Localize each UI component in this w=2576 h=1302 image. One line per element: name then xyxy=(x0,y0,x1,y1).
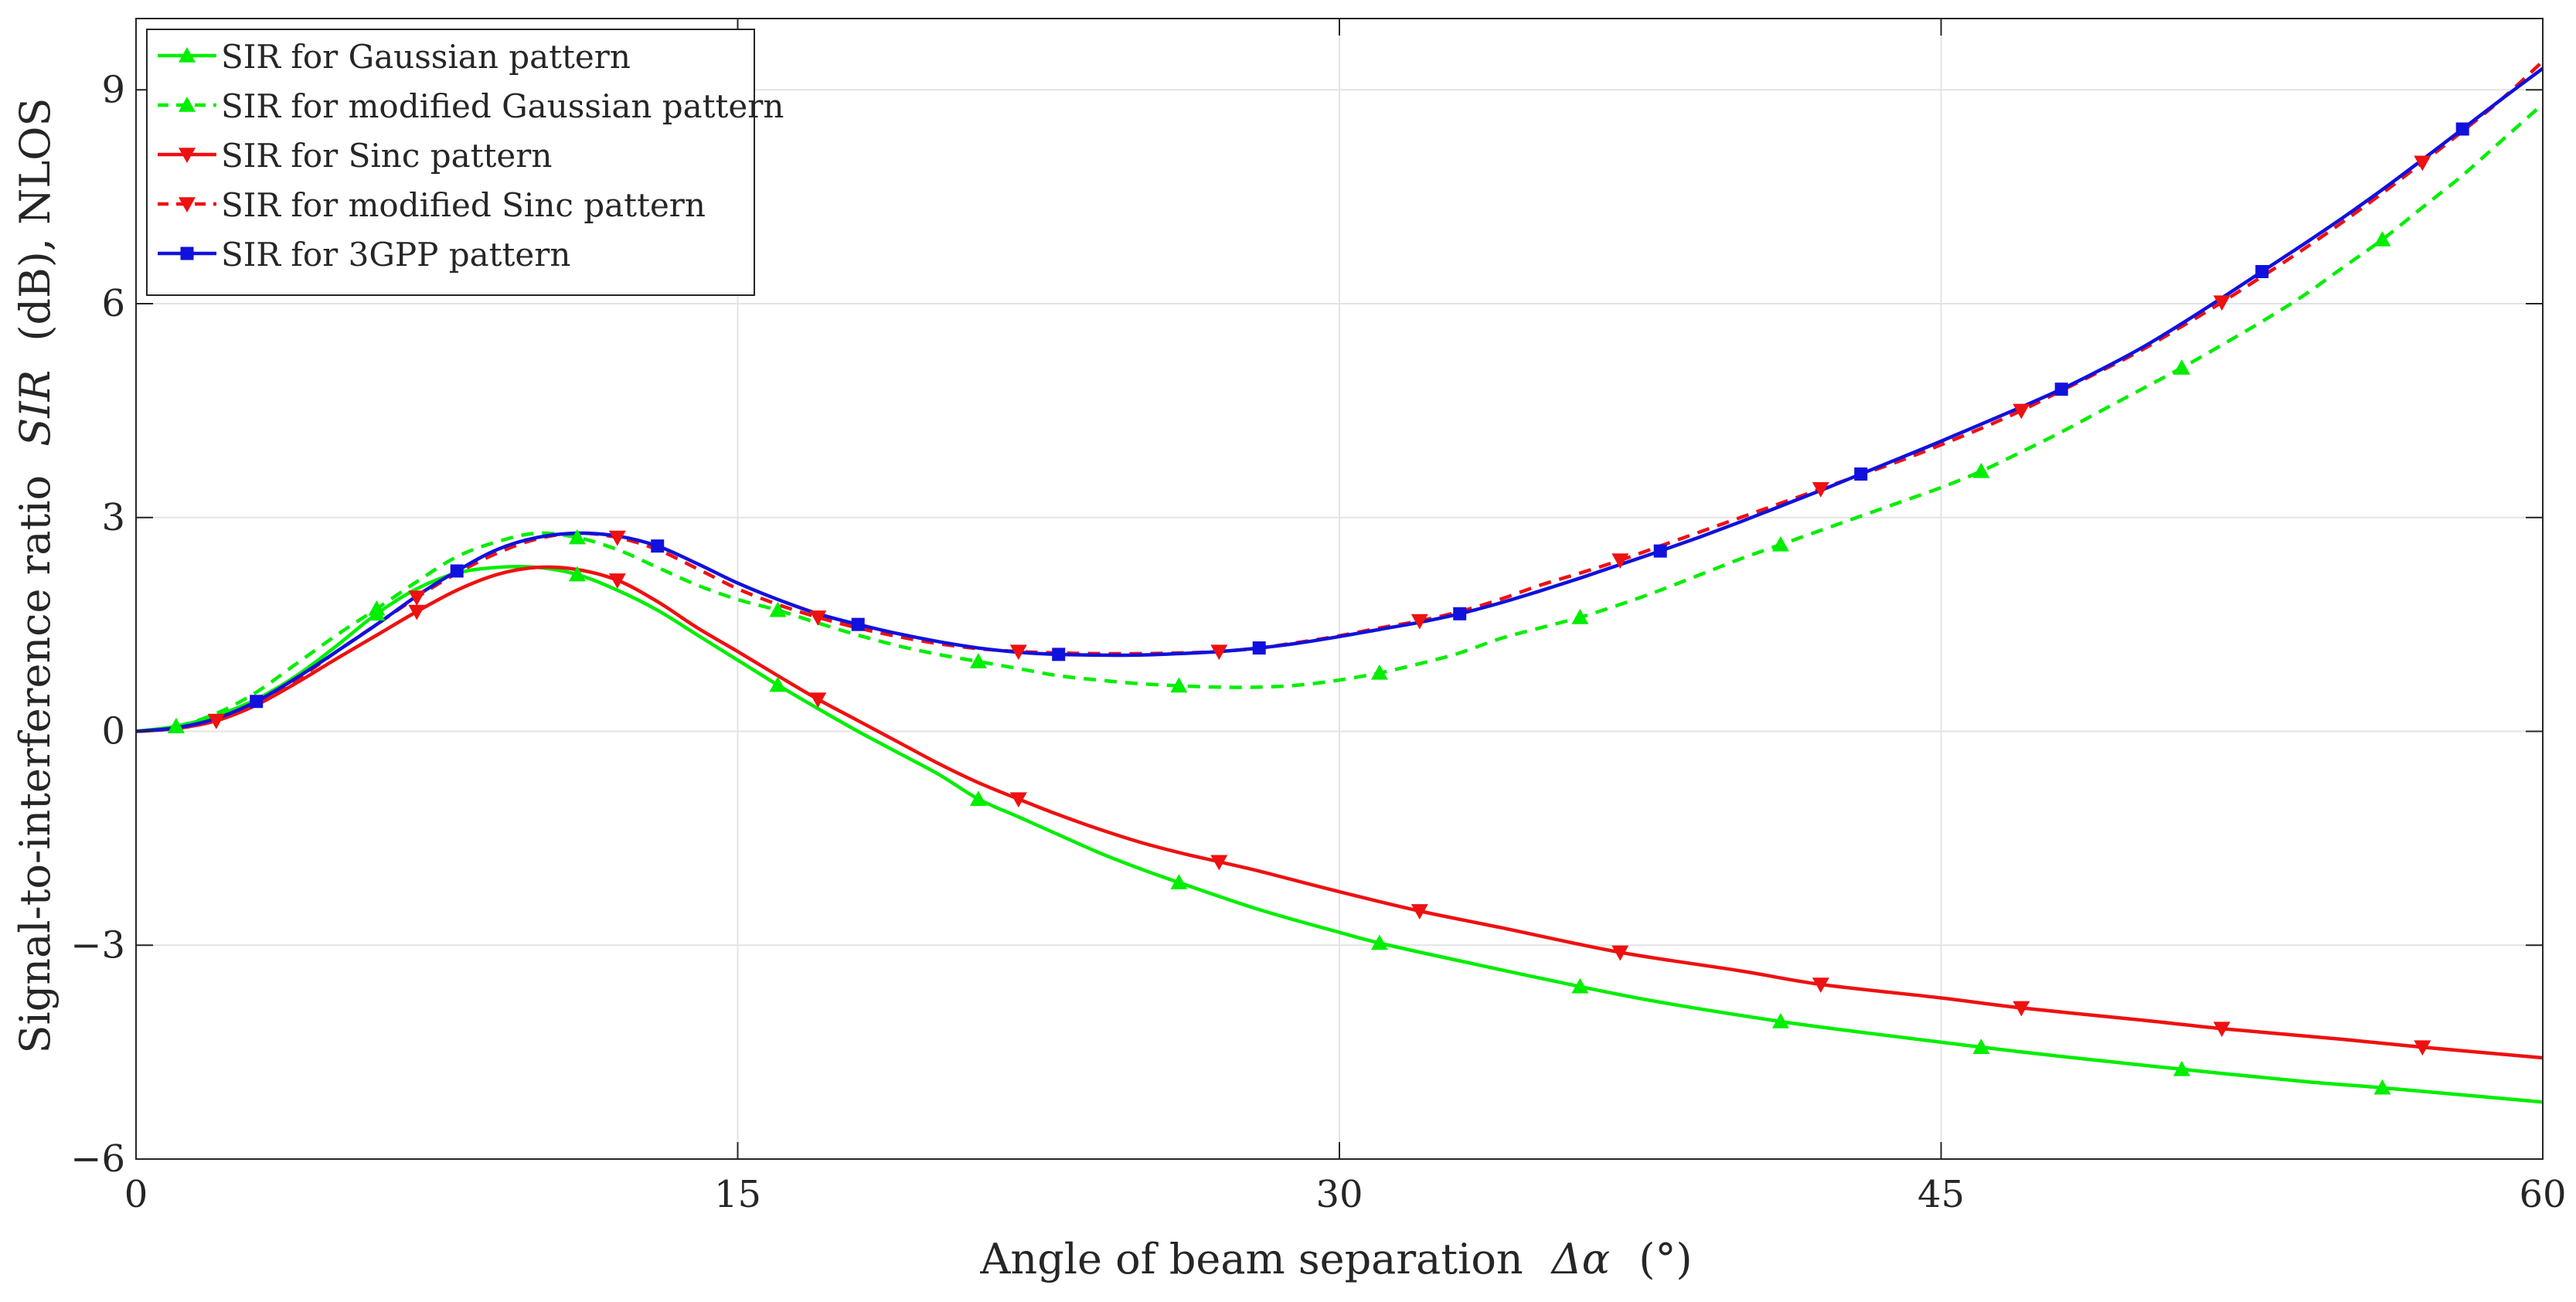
series-marker xyxy=(1370,934,1388,950)
series-marker xyxy=(1611,553,1629,569)
x-tick-label: 15 xyxy=(714,1173,761,1216)
series-marker xyxy=(769,676,787,692)
series-marker xyxy=(1771,535,1789,552)
series-line xyxy=(135,66,2544,733)
series-marker xyxy=(1210,644,1228,661)
series-lines xyxy=(135,59,2544,1104)
series-marker xyxy=(969,653,987,668)
y-axis-title: Signal-to-interference ratio SIR (dB), N… xyxy=(11,97,60,1053)
series-marker xyxy=(167,718,185,733)
series-line xyxy=(135,565,2544,1060)
series-marker xyxy=(1210,855,1228,871)
legend-swatch-marker xyxy=(179,197,196,212)
legend-label: SIR for 3GPP pattern xyxy=(221,236,570,274)
series-marker xyxy=(608,530,626,546)
series-marker xyxy=(1052,648,1066,661)
series-markers xyxy=(167,122,2469,1095)
x-axis-title-text: Angle of beam separation xyxy=(979,1235,1523,1283)
series-marker xyxy=(2013,1001,2030,1017)
y-tick-label: −3 xyxy=(70,923,125,967)
legend-swatch-marker xyxy=(179,148,196,163)
series-marker xyxy=(1252,641,1266,655)
y-tick-label: 9 xyxy=(101,68,125,111)
series-marker xyxy=(851,617,865,631)
series-marker xyxy=(450,564,464,578)
x-axis-title-unit: (°) xyxy=(1638,1235,1692,1283)
tick-labels: 0 15 30 45 60 −6 −3 0 3 6 9 xyxy=(70,68,2566,1216)
series-marker xyxy=(608,573,626,589)
series-marker xyxy=(2013,403,2030,420)
series-marker xyxy=(1009,644,1027,661)
series-marker xyxy=(368,600,386,616)
x-axis-title-symbol: Δα xyxy=(1550,1235,1610,1283)
y-tick-label: 0 xyxy=(101,710,125,753)
series-marker xyxy=(969,790,987,806)
legend-swatch-marker xyxy=(179,97,196,112)
x-axis-title: Angle of beam separation Δα (°) xyxy=(979,1235,1692,1283)
series-marker xyxy=(568,529,586,545)
series-line xyxy=(135,103,2544,733)
series-marker xyxy=(2374,230,2391,246)
legend-swatch-marker xyxy=(180,246,194,260)
series-marker xyxy=(568,566,586,582)
legend: SIR for Gaussian pattern SIR for modified… xyxy=(146,29,784,296)
series-marker xyxy=(1972,462,1990,478)
series-marker xyxy=(2173,1060,2190,1076)
grid-lines xyxy=(135,19,2544,1160)
series-marker xyxy=(1611,945,1629,961)
series-marker xyxy=(2213,295,2231,311)
series-marker xyxy=(651,539,665,553)
series-marker xyxy=(2054,382,2068,396)
series-marker xyxy=(250,695,264,709)
series-marker xyxy=(1812,482,1829,498)
x-tick-label: 60 xyxy=(2519,1173,2566,1216)
series-marker xyxy=(2414,155,2431,172)
series-marker xyxy=(1972,1039,1990,1054)
series-marker xyxy=(1009,792,1027,808)
series-marker xyxy=(809,692,827,708)
legend-label: SIR for Sinc pattern xyxy=(221,137,552,175)
x-tick-label: 45 xyxy=(1918,1173,1965,1216)
series-marker xyxy=(769,601,787,617)
x-tick-label: 30 xyxy=(1315,1173,1363,1216)
series-marker xyxy=(1653,544,1667,558)
legend-label: SIR for Gaussian pattern xyxy=(221,38,631,76)
legend-box xyxy=(146,29,755,296)
series-marker xyxy=(1370,664,1388,680)
series-marker xyxy=(2213,1022,2231,1038)
series-marker xyxy=(1170,677,1188,693)
legend-swatch-marker xyxy=(179,47,196,63)
series-marker xyxy=(1771,1012,1789,1028)
series-marker xyxy=(1571,608,1589,624)
series-marker xyxy=(1854,467,1868,481)
series-marker xyxy=(2455,122,2469,136)
y-axis-title-text: Signal-to-interference ratio xyxy=(11,475,60,1054)
y-axis-title-symbol: SIR xyxy=(11,370,60,447)
y-tick-label: −6 xyxy=(70,1137,125,1181)
series-marker xyxy=(809,610,827,626)
legend-label: SIR for modified Gaussian pattern xyxy=(221,87,784,125)
series-marker xyxy=(2255,264,2269,278)
series-marker xyxy=(1170,874,1188,889)
x-tick-label: 0 xyxy=(124,1173,148,1216)
series-marker xyxy=(1453,607,1467,620)
series-marker xyxy=(1411,904,1428,920)
series-marker xyxy=(2173,359,2190,375)
series-marker xyxy=(408,604,426,620)
series-marker xyxy=(408,590,426,607)
series-line xyxy=(135,565,2544,1104)
series-marker xyxy=(207,713,225,729)
y-axis-title-suffix: (dB), NLOS xyxy=(11,97,60,341)
y-tick-label: 6 xyxy=(101,282,125,325)
series-marker xyxy=(1571,977,1589,994)
series-marker xyxy=(2414,1040,2431,1056)
y-tick-label: 3 xyxy=(101,496,125,539)
series-marker xyxy=(1411,614,1428,630)
axis-ticks xyxy=(135,19,2544,1160)
series-marker xyxy=(1812,977,1829,993)
series-marker xyxy=(2374,1079,2391,1095)
legend-label: SIR for modified Sinc pattern xyxy=(221,186,706,224)
